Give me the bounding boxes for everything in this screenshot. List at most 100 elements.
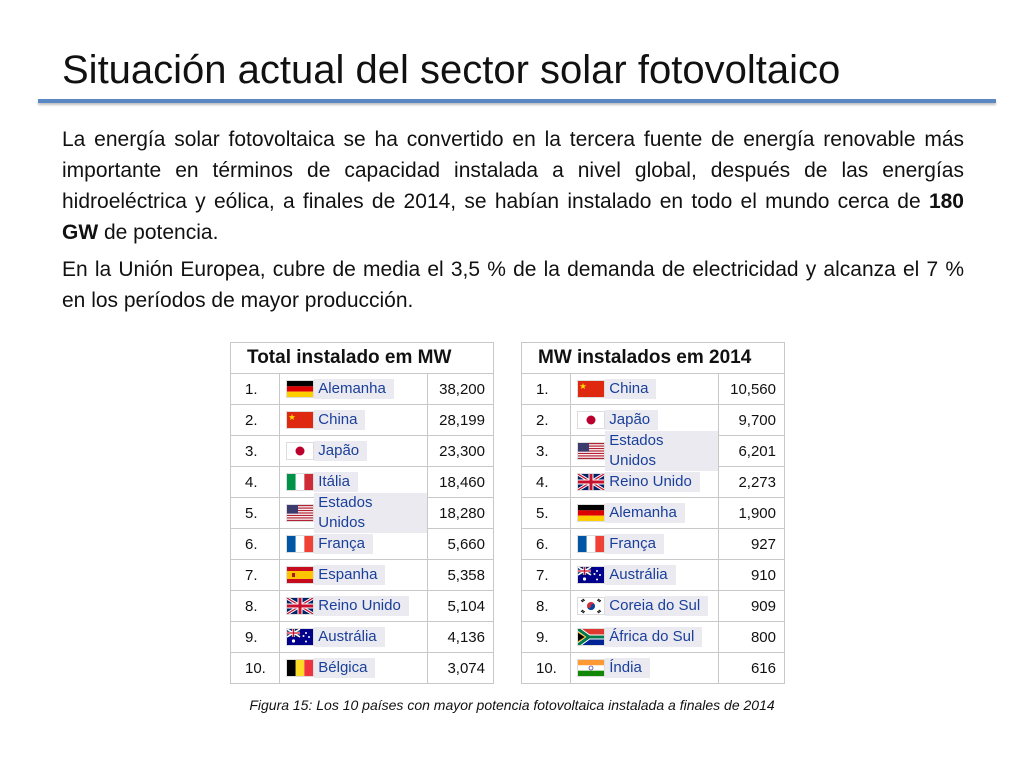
- table-row: 1. China 10,560: [520, 373, 785, 405]
- value-cell: 6,201: [718, 435, 785, 467]
- rank-cell: 1.: [229, 373, 281, 405]
- value-cell: 28,199: [427, 404, 494, 436]
- country-link[interactable]: França: [314, 534, 373, 554]
- country-link[interactable]: China: [314, 410, 366, 430]
- rank-cell: 1.: [520, 373, 572, 405]
- country-link[interactable]: África do Sul: [605, 627, 703, 647]
- value-cell: 927: [718, 528, 785, 560]
- installed-2014-caption: MW instalados em 2014: [521, 342, 785, 374]
- table-row: 9. Austrália 4,136: [229, 621, 494, 653]
- rank-cell: 9.: [520, 621, 572, 653]
- table-row: 10. Índia 616: [520, 652, 785, 684]
- china-flag-icon: [286, 411, 315, 429]
- figure-caption: Figura 15: Los 10 países con mayor poten…: [249, 697, 775, 713]
- country-link[interactable]: Estados Unidos: [605, 431, 719, 471]
- country-cell: Espanha: [279, 559, 429, 591]
- country-link[interactable]: Índia: [605, 658, 650, 678]
- rank-cell: 7.: [229, 559, 281, 591]
- table-row: 6. França 5,660: [229, 528, 494, 560]
- table-row: 8. Coreia do Sul 909: [520, 590, 785, 622]
- rank-cell: 10.: [229, 652, 281, 684]
- total-installed-caption: Total instalado em MW: [230, 342, 494, 374]
- value-cell: 38,200: [427, 373, 494, 405]
- slide-title: Situación actual del sector solar fotovo…: [62, 48, 841, 92]
- table-row: 4. Reino Unido 2,273: [520, 466, 785, 498]
- uk-flag-icon: [577, 472, 606, 492]
- italy-flag-icon: [286, 473, 315, 491]
- paragraph-1-text: La energía solar fotovoltaica se ha conv…: [62, 128, 964, 213]
- country-link[interactable]: Itália: [314, 472, 358, 492]
- usa-flag-icon: [577, 442, 606, 460]
- value-cell: 5,660: [427, 528, 494, 560]
- paragraph-1-end: de potencia.: [98, 221, 219, 244]
- country-link[interactable]: Espanha: [314, 565, 386, 585]
- country-link[interactable]: Reino Unido: [314, 596, 409, 616]
- country-cell: Japão: [570, 404, 720, 436]
- rank-cell: 4.: [229, 466, 281, 498]
- value-cell: 23,300: [427, 435, 494, 467]
- rank-cell: 3.: [229, 435, 281, 467]
- value-cell: 5,358: [427, 559, 494, 591]
- value-cell: 1,900: [718, 497, 785, 529]
- value-cell: 910: [718, 559, 785, 591]
- china-flag-icon: [577, 380, 606, 398]
- table-row: 3. Japão 23,300: [229, 435, 494, 467]
- country-cell: Alemanha: [279, 373, 429, 405]
- table-row: 5. Estados Unidos 18,280: [229, 493, 494, 533]
- country-link[interactable]: Austrália: [314, 627, 385, 647]
- germany-flag-icon: [577, 504, 606, 522]
- table-row: 4. Itália 18,460: [229, 466, 494, 498]
- value-cell: 10,560: [718, 373, 785, 405]
- table-row: 10. Bélgica 3,074: [229, 652, 494, 684]
- belgium-flag-icon: [286, 659, 315, 677]
- rank-cell: 2.: [520, 404, 572, 436]
- installed-2014-table: MW instalados em 2014 1. China 10,560 2. Jap…: [520, 342, 785, 684]
- table-row: 9. África do Sul 800: [520, 621, 785, 653]
- country-link[interactable]: Alemanha: [314, 379, 394, 399]
- country-link[interactable]: Alemanha: [605, 503, 685, 523]
- south-africa-flag-icon: [576, 626, 606, 648]
- country-cell: França: [570, 528, 720, 560]
- country-link[interactable]: Bélgica: [314, 658, 376, 678]
- spain-flag-icon: [286, 566, 315, 584]
- table-row: 2. China 28,199: [229, 404, 494, 436]
- value-cell: 18,280: [427, 497, 494, 529]
- australia-flag-icon: [577, 566, 606, 584]
- country-link[interactable]: Coreia do Sul: [605, 596, 709, 616]
- india-flag-icon: [577, 659, 606, 677]
- country-cell: China: [279, 404, 429, 436]
- rank-cell: 10.: [520, 652, 572, 684]
- rank-cell: 8.: [229, 590, 281, 622]
- uk-flag-icon: [286, 596, 315, 616]
- value-cell: 2,273: [718, 466, 785, 498]
- table-row: 1. Alemanha 38,200: [229, 373, 494, 405]
- rank-cell: 4.: [520, 466, 572, 498]
- country-link[interactable]: Japão: [605, 410, 659, 430]
- table-row: 2. Japão 9,700: [520, 404, 785, 436]
- table-row: 3. Estados Unidos 6,201: [520, 431, 785, 471]
- value-cell: 4,136: [427, 621, 494, 653]
- value-cell: 5,104: [427, 590, 494, 622]
- value-cell: 909: [718, 590, 785, 622]
- country-link[interactable]: Austrália: [605, 565, 676, 585]
- country-cell: Reino Unido: [279, 590, 429, 622]
- paragraph-1: La energía solar fotovoltaica se ha conv…: [62, 124, 964, 248]
- germany-flag-icon: [286, 380, 315, 398]
- country-cell: Reino Unido: [570, 466, 720, 498]
- rank-cell: 9.: [229, 621, 281, 653]
- country-cell: Bélgica: [279, 652, 429, 684]
- table-row: 8. Reino Unido 5,104: [229, 590, 494, 622]
- rank-cell: 6.: [229, 528, 281, 560]
- country-link[interactable]: Estados Unidos: [314, 493, 428, 533]
- rank-cell: 7.: [520, 559, 572, 591]
- australia-flag-icon: [286, 628, 315, 646]
- rank-cell: 8.: [520, 590, 572, 622]
- country-cell: África do Sul: [570, 621, 720, 653]
- country-link[interactable]: China: [605, 379, 657, 399]
- country-link[interactable]: Japão: [314, 441, 368, 461]
- country-cell: China: [570, 373, 720, 405]
- country-link[interactable]: França: [605, 534, 664, 554]
- country-cell: Coreia do Sul: [570, 590, 720, 622]
- country-link[interactable]: Reino Unido: [605, 472, 700, 492]
- country-cell: Austrália: [279, 621, 429, 653]
